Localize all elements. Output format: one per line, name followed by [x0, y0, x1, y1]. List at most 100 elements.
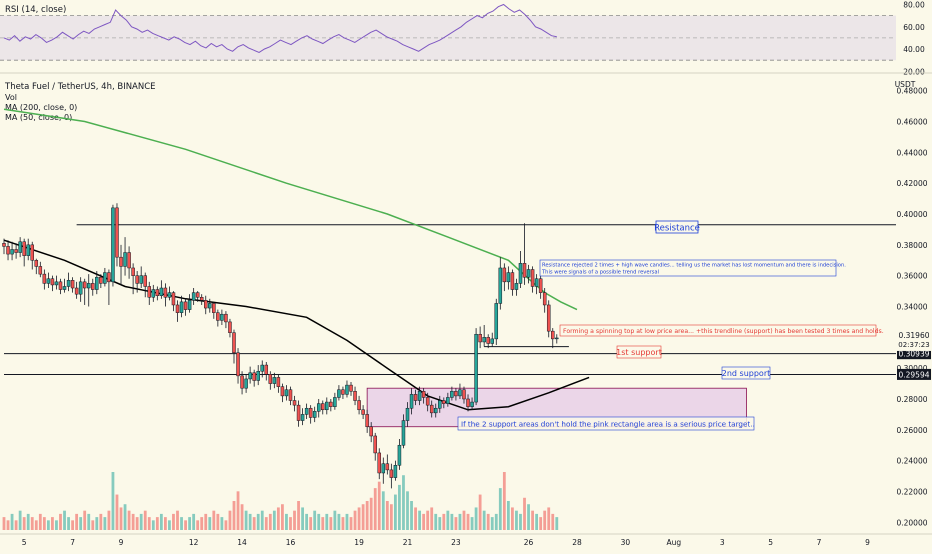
chart-title: Theta Fuel / TetherUS, 4h, BINANCE — [4, 82, 156, 92]
support-1-annotation[interactable]: 1st support — [616, 345, 662, 359]
volume-bar — [180, 517, 183, 530]
candle-body — [555, 337, 559, 340]
volume-bar — [38, 513, 42, 530]
volume-bar — [127, 510, 131, 530]
candle-body — [442, 400, 446, 404]
price-tick-label: 0.44000 — [896, 148, 927, 157]
candle-body — [502, 267, 507, 283]
volume-bar — [200, 517, 204, 530]
rsi-tick-label: 80.00 — [903, 0, 925, 9]
candle-body — [478, 333, 482, 343]
candle-body — [333, 397, 337, 407]
resistance-annotation[interactable]: Resistance — [654, 220, 700, 234]
support-2-annotation[interactable]: 2nd support — [721, 366, 771, 380]
price-axis[interactable]: USDT 0.48000 0.46000 0.44000 0.42000 0.40000… — [895, 80, 931, 527]
candle-body — [14, 249, 18, 253]
candle-body — [466, 398, 470, 407]
volume-bar — [236, 491, 240, 530]
candle-body — [353, 391, 357, 401]
candle-body — [546, 304, 551, 332]
zone-note[interactable]: If the 2 support areas don't hold the pi… — [457, 416, 755, 431]
volume-bar — [59, 513, 62, 530]
volume-bar — [506, 501, 510, 530]
volume-bar — [115, 494, 119, 530]
volume-bar — [212, 510, 216, 530]
time-tick-label: Aug — [666, 538, 681, 547]
volume-bar — [438, 517, 442, 530]
candle-body — [135, 275, 139, 284]
candle-body — [115, 207, 119, 258]
candle-body — [518, 263, 523, 284]
time-tick-label: 5 — [768, 538, 773, 547]
candle-body — [143, 275, 147, 287]
price-tick-label: 0.46000 — [896, 118, 927, 127]
zone-note-text: If the 2 support areas don't hold the pi… — [461, 420, 755, 429]
candle-body — [228, 321, 232, 333]
volume-bar — [188, 517, 192, 530]
candle-body — [179, 301, 184, 313]
time-tick-label: 7 — [817, 538, 822, 547]
candle-body — [183, 301, 188, 310]
candle-body — [46, 278, 51, 284]
spinning-top-note[interactable]: Forming a spinning top at low price area… — [559, 324, 884, 337]
rsi-pane: RSI (14, close) 80.00 60.00 40.00 20.00 — [0, 0, 925, 76]
volume-bars — [2, 472, 559, 530]
candle-body — [308, 407, 313, 418]
support-1-label: 1st support — [616, 348, 662, 357]
volume-bar — [268, 513, 272, 530]
candle-body — [58, 281, 63, 290]
candle-body — [38, 266, 43, 275]
time-tick-label: 19 — [354, 538, 364, 547]
price-tick-label: 0.34000 — [896, 303, 927, 312]
candle-body — [264, 364, 269, 375]
candle-body — [260, 364, 264, 372]
candles — [2, 203, 559, 489]
volume-bar — [224, 520, 228, 530]
spinning-top-note-box — [559, 324, 877, 337]
candle-body — [244, 378, 248, 389]
candle-body — [248, 372, 252, 380]
indicator-ma200-label[interactable]: MA (200, close, 0) — [5, 103, 77, 112]
candle-body — [482, 337, 486, 343]
candle-body — [151, 289, 156, 298]
candle-body — [345, 384, 349, 395]
volume-bar — [539, 517, 543, 530]
candle-body — [454, 391, 458, 397]
candle-body — [232, 332, 236, 353]
resistance-note[interactable]: Resistance rejected 2 times + high wave … — [539, 259, 846, 277]
time-tick-label: 12 — [189, 538, 199, 547]
candle-body — [22, 241, 26, 256]
volume-bar — [143, 510, 147, 530]
candle-body — [462, 389, 466, 400]
candle-body — [494, 303, 499, 340]
resistance-label: Resistance — [654, 224, 700, 234]
volume-bar — [264, 517, 268, 530]
indicator-vol-label[interactable]: Vol — [5, 93, 17, 102]
candle-body — [385, 463, 390, 471]
price-tick-label: 0.48000 — [896, 87, 927, 96]
time-tick-label: 30 — [621, 538, 631, 547]
rsi-axis: 80.00 60.00 40.00 20.00 — [903, 0, 925, 76]
candle-body — [405, 407, 410, 421]
volume-bar — [22, 517, 26, 530]
time-tick-label: 28 — [572, 538, 582, 547]
volume-bar — [184, 520, 187, 530]
candle-body — [312, 411, 317, 418]
volume-bar — [232, 501, 236, 530]
volume-bar — [426, 510, 430, 530]
volume-bar — [204, 513, 208, 530]
volume-bar — [341, 517, 345, 530]
rsi-line — [3, 3, 557, 53]
time-tick-label: 23 — [451, 538, 461, 547]
volume-bar — [490, 517, 494, 530]
indicator-ma50-label[interactable]: MA (50, close, 0) — [5, 113, 72, 122]
resistance-label-box — [655, 220, 699, 234]
time-axis[interactable]: 5 7 9 12 14 16 19 21 23 26 28 30 Aug 3 5 7 9 — [22, 538, 870, 547]
candle-body — [300, 414, 305, 421]
price-tick-label: 0.40000 — [896, 210, 927, 219]
volume-bar — [470, 517, 474, 530]
candle-body — [498, 267, 503, 304]
candle-body — [530, 269, 535, 287]
candle-body — [474, 333, 478, 403]
